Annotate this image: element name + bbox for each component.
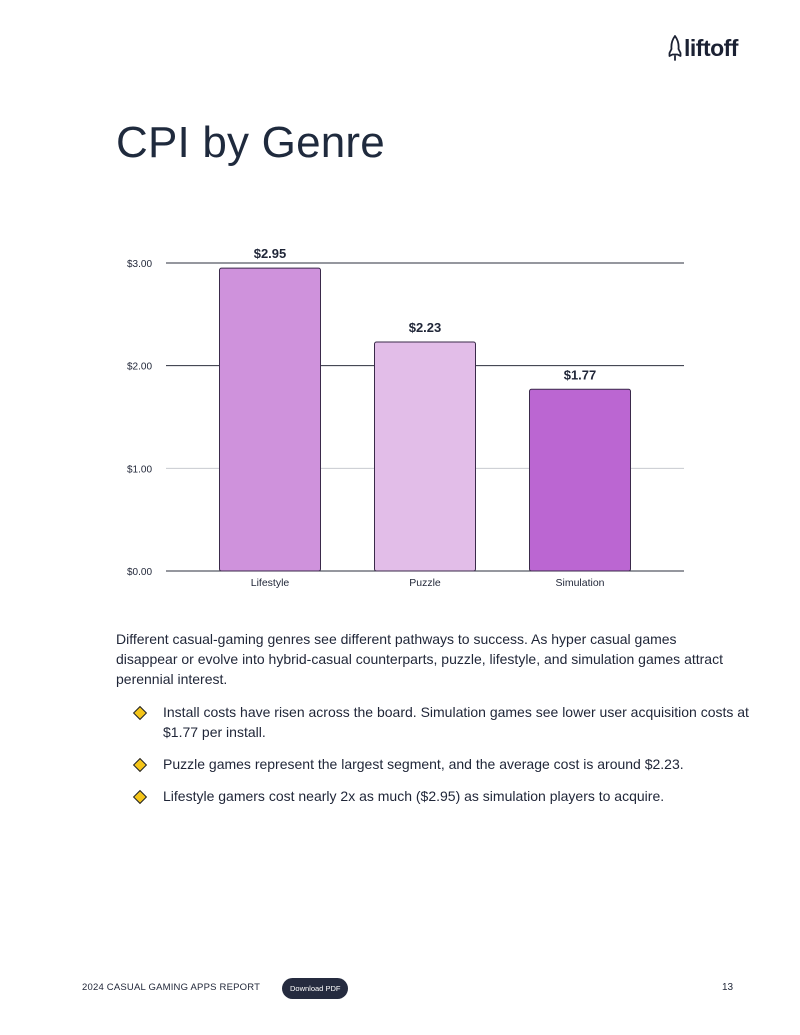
x-tick-label: Simulation <box>555 577 604 589</box>
diamond-bullet-icon <box>132 757 148 773</box>
bar-chart: $0.00 $1.00 $2.00 $3.00 $2.95 Lifestyle $2.23 P… <box>127 246 684 589</box>
x-tick-label: Lifestyle <box>251 577 290 589</box>
bullet-text: Lifestyle gamers cost nearly 2x as much … <box>163 788 665 804</box>
bullet-text: Install costs have risen across the boar… <box>163 704 749 740</box>
intro-paragraph: Different casual-gaming genres see diffe… <box>116 631 723 687</box>
diamond-bullet-icon <box>132 705 148 721</box>
y-tick-label: $0.00 <box>127 567 152 578</box>
data-label: $1.77 <box>564 367 597 382</box>
bar-puzzle <box>374 341 476 572</box>
y-tick-label: $2.00 <box>127 362 152 373</box>
logo-text: liftoff <box>684 34 738 61</box>
bullet-item: Install costs have risen across the boar… <box>130 702 750 742</box>
rocket-icon <box>668 35 682 61</box>
x-tick-label: Puzzle <box>409 577 441 589</box>
page-number: 13 <box>722 982 734 993</box>
bullet-list: Install costs have risen across the boar… <box>130 702 750 818</box>
bar-lifestyle <box>219 267 321 572</box>
download-pdf-button[interactable]: Download PDF <box>282 978 349 999</box>
diamond-bullet-icon <box>132 789 148 805</box>
data-label: $2.95 <box>254 246 287 261</box>
bullet-item: Lifestyle gamers cost nearly 2x as much … <box>130 786 750 806</box>
bullet-item: Puzzle games represent the largest segme… <box>130 754 750 774</box>
data-label: $2.23 <box>409 320 442 335</box>
report-name: 2024 CASUAL GAMING APPS REPORT <box>82 982 261 993</box>
liftoff-logo: liftoff <box>668 34 738 62</box>
bullet-text: Puzzle games represent the largest segme… <box>163 756 684 772</box>
bar-simulation <box>529 388 631 572</box>
y-tick-label: $1.00 <box>127 464 152 475</box>
y-tick-label: $3.00 <box>127 259 152 270</box>
page-title: CPI by Genre <box>116 118 385 167</box>
